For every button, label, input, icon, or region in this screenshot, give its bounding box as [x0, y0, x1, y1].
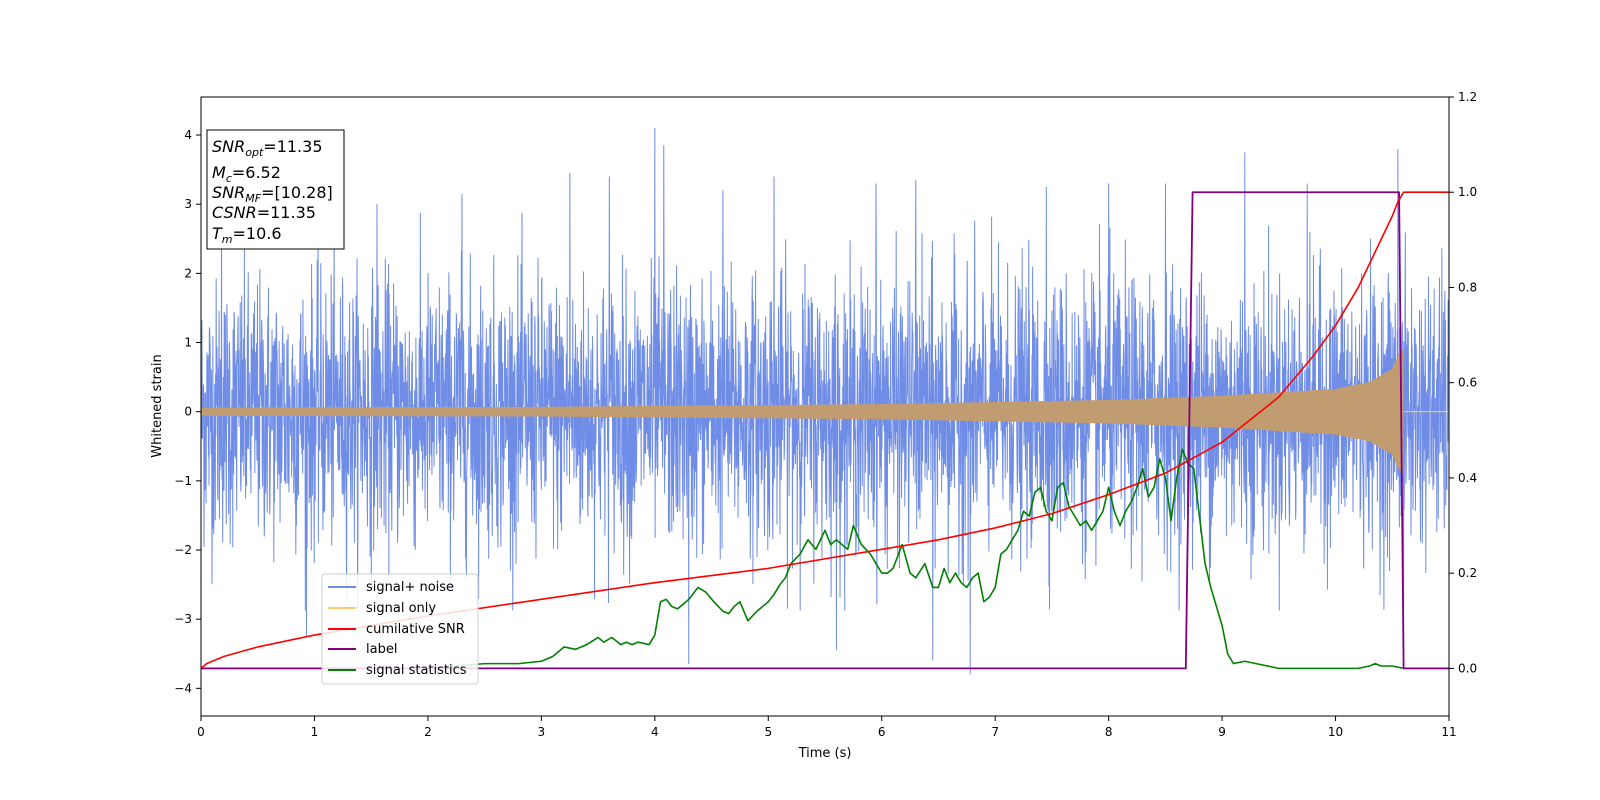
y2-tick-label: 0.6 [1458, 376, 1477, 390]
legend-label-signal: signal only [366, 601, 436, 616]
y2-tick-label: 1.0 [1458, 185, 1477, 199]
annotation-csnr-value: =11.35 [257, 203, 316, 222]
annotation-box: SNRopt=11.35 Mc=6.52 SNRMF=[10.28] CSNR=… [206, 129, 345, 250]
y2-tick-label: 1.2 [1458, 90, 1477, 104]
annotation-snr-mf-base: SNR [212, 183, 245, 202]
x-tick-label: 4 [651, 725, 659, 739]
y2-tick-label: 0.0 [1458, 661, 1477, 675]
y-tick-label: −3 [174, 612, 192, 626]
y2-tick-label: 0.4 [1458, 471, 1477, 485]
series-layer [201, 128, 1449, 675]
annotation-tm-sub: m [222, 233, 233, 246]
legend-label-label: label [366, 642, 397, 657]
annotation-snr-mf-sub: MF [245, 192, 261, 205]
annotation-snr-opt-sub: opt [245, 146, 264, 159]
y2-tick-label: 0.2 [1458, 566, 1477, 580]
x-tick-label: 3 [538, 725, 546, 739]
annotation-csnr-base: CSNR [212, 203, 257, 222]
y-tick-label: −2 [174, 543, 192, 557]
y-tick-label: 3 [184, 197, 192, 211]
x-tick-label: 0 [197, 725, 205, 739]
x-tick-label: 9 [1218, 725, 1226, 739]
annotation-mc-sub: c [226, 172, 232, 185]
annotation-tm-base: T [212, 224, 223, 243]
plot-frame [200, 96, 1450, 717]
annotation-snr-opt-base: SNR [212, 137, 245, 156]
x-tick-label: 8 [1105, 725, 1113, 739]
x-tick-label: 11 [1441, 725, 1456, 739]
legend: signal+ noise signal only cumilative SNR… [321, 573, 479, 685]
annotation-tm-value: =10.6 [233, 224, 282, 243]
x-tick-label: 7 [991, 725, 999, 739]
annotation-mc: Mc=6.52 [212, 163, 281, 185]
annotation-snr-opt: SNRopt=11.35 [212, 137, 323, 159]
series-signal-only [201, 348, 1404, 476]
annotation-snr-mf: SNRMF=[10.28] [212, 183, 333, 205]
x-axis-label: Time (s) [798, 746, 852, 761]
x-tick-label: 5 [764, 725, 772, 739]
annotation-csnr: CSNR=11.35 [212, 203, 316, 222]
legend-label-stats: signal statistics [366, 663, 467, 678]
series-signal-noise [201, 128, 1449, 675]
series-label [201, 191, 1449, 670]
x-tick-label: 10 [1328, 725, 1343, 739]
annotation-tm: Tm=10.6 [212, 224, 282, 246]
x-tick-label: 6 [878, 725, 886, 739]
series-signal-statistics [201, 448, 1449, 670]
annotation-box-frame [206, 129, 345, 250]
legend-label-noise: signal+ noise [366, 580, 454, 595]
x-tick-label: 1 [311, 725, 319, 739]
annotation-mc-base: M [212, 163, 226, 182]
annotation-snr-opt-value: =11.35 [263, 137, 322, 156]
y-tick-label: −4 [174, 681, 192, 695]
y-axis-label: Whitened strain [150, 354, 165, 457]
y-tick-label: −1 [174, 474, 192, 488]
annotation-mc-value: =6.52 [232, 163, 281, 182]
y-tick-label: 1 [184, 336, 192, 350]
legend-label-snr: cumilative SNR [366, 622, 465, 637]
y-tick-label: 4 [184, 128, 192, 142]
x-tick-label: 2 [424, 725, 432, 739]
y-tick-label: 0 [184, 405, 192, 419]
axes-layer: 0 1 2 3 4 5 6 7 8 9 10 11 −4 −3 −2 −1 0 1 2 3 4 0.0 0.2 0.4 0.6 0… [174, 90, 1477, 739]
legend-frame [321, 573, 479, 685]
y-tick-label: 2 [184, 266, 192, 280]
annotation-snr-mf-value: =[10.28] [261, 183, 333, 202]
y2-tick-label: 0.8 [1458, 280, 1477, 294]
